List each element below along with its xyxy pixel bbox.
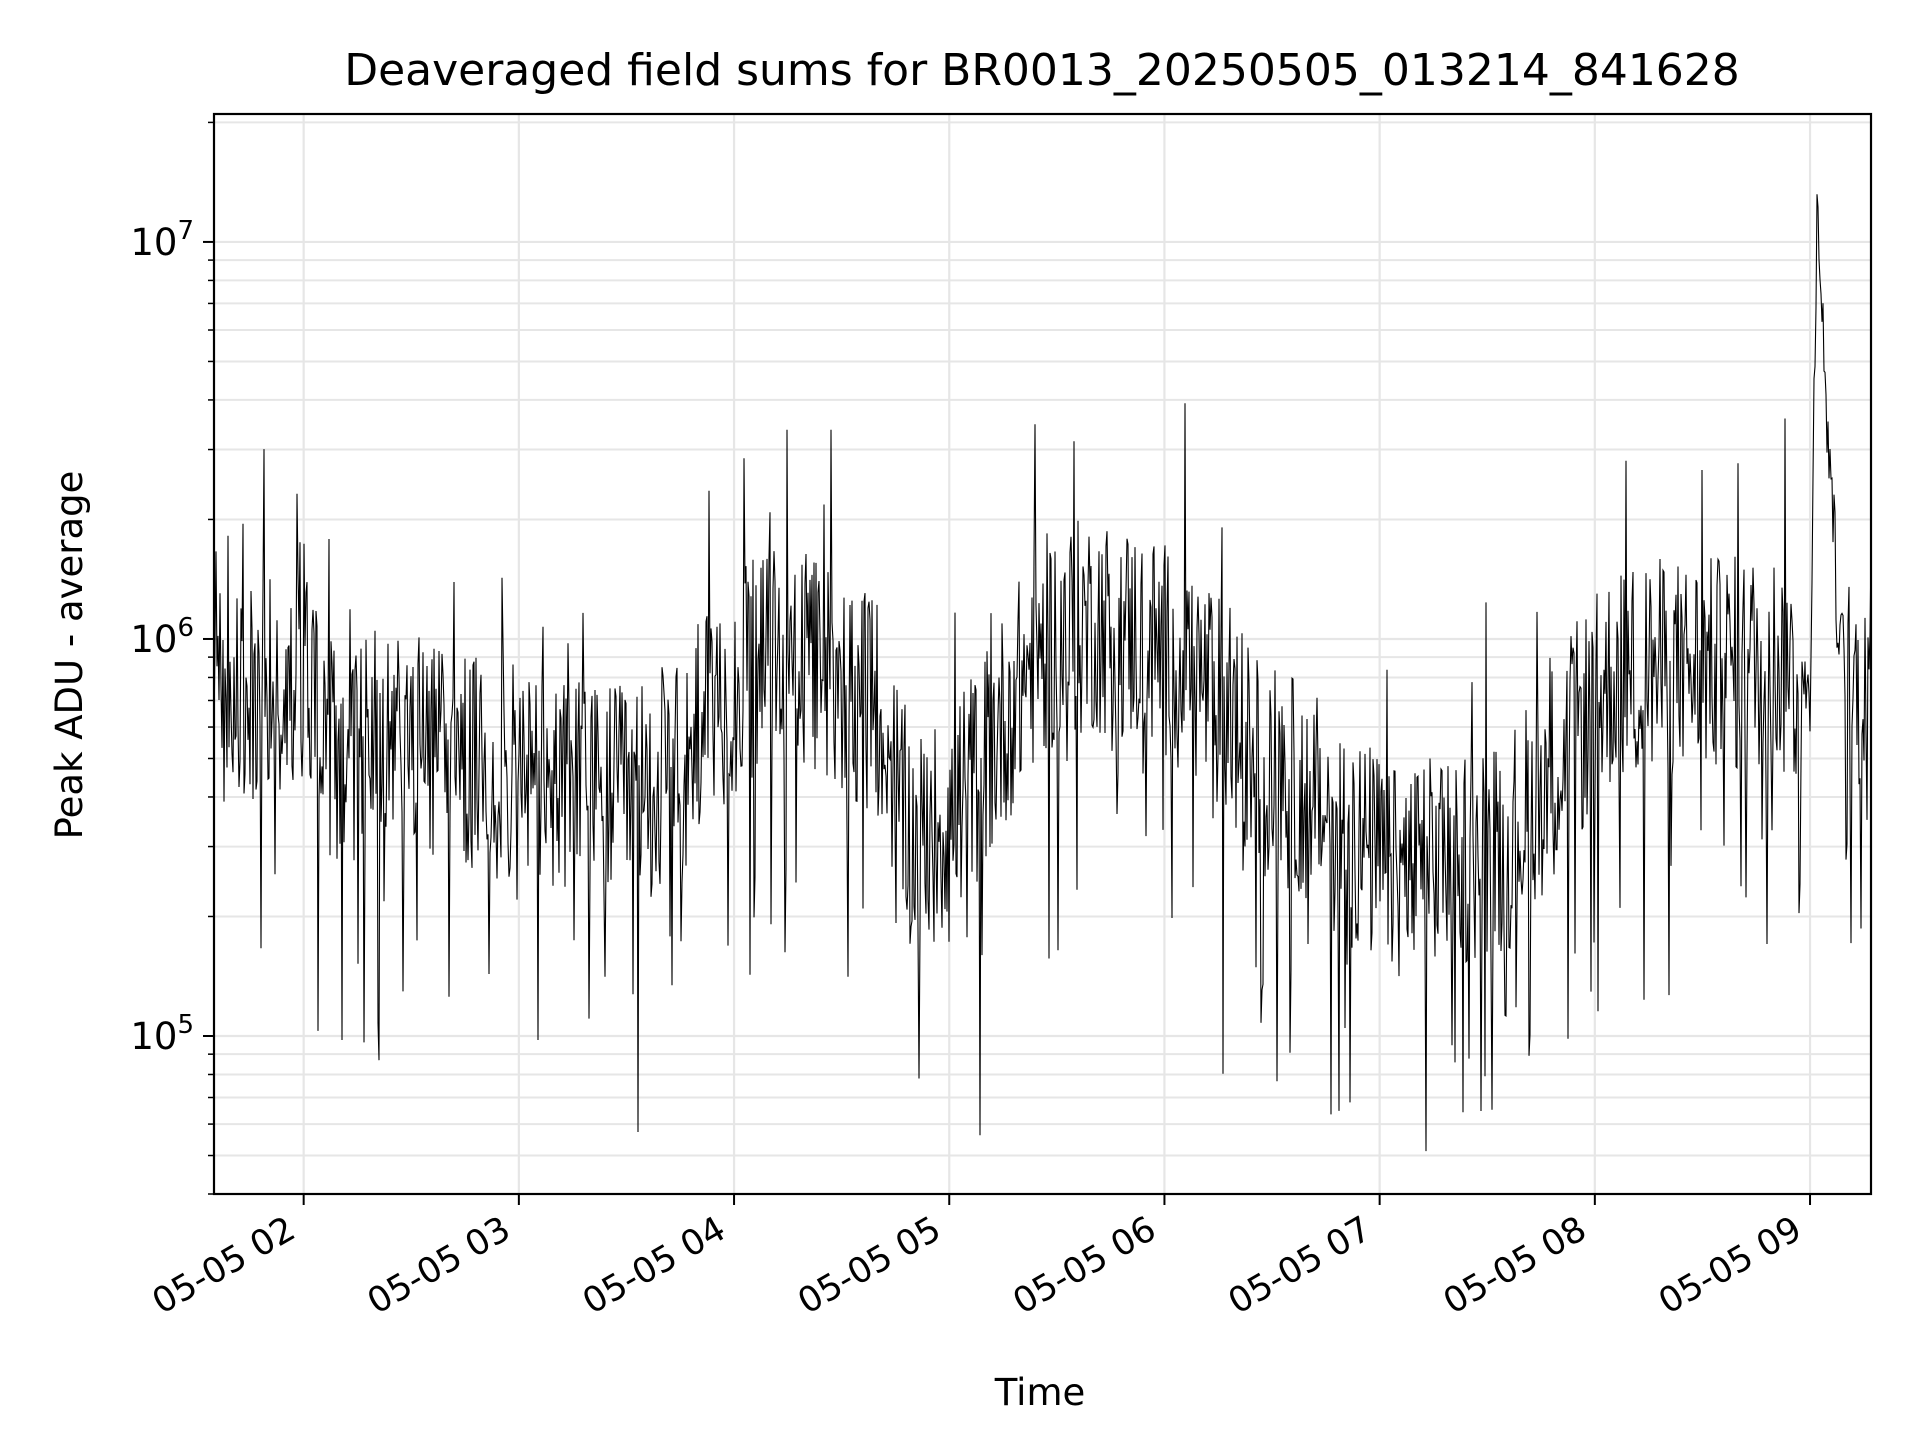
y-tick-label: 106 [130, 613, 194, 661]
series-line [213, 194, 1872, 1152]
grid [214, 114, 1871, 1195]
y-axis: 105 106 107 [130, 121, 214, 1195]
y-tick-label: 107 [130, 216, 194, 264]
y-axis-label: Peak ADU - average [48, 471, 91, 840]
y-tick-label: 105 [130, 1010, 194, 1058]
plot-frame [212, 112, 1873, 1196]
chart-title: Deaveraged field sums for BR0013_2025050… [344, 45, 1740, 96]
x-axis-label: Time [994, 1371, 1086, 1414]
